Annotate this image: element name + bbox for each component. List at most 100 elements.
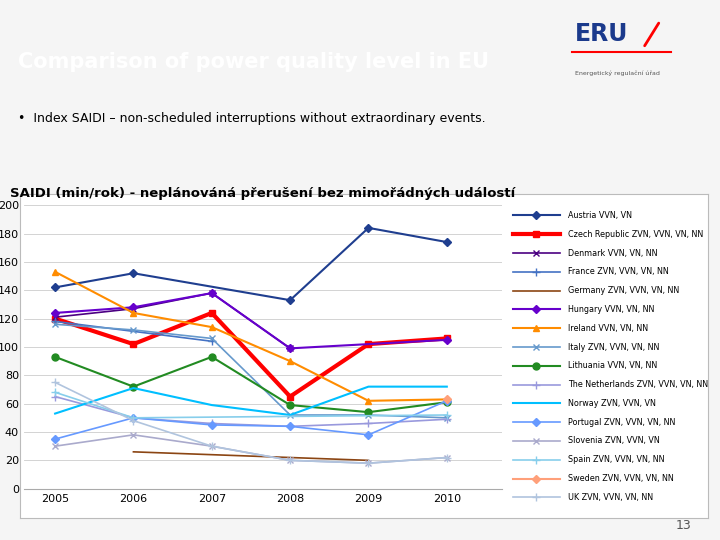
France ZVN, VVN, VN, NN [51,318,60,325]
Czech Republic ZVN, VVN, VN, NN [51,315,60,322]
Norway ZVN, VVN, VN [207,402,216,408]
Italy ZVN, VVN, VN, NN [51,321,60,327]
Text: Austria VVN, VN: Austria VVN, VN [567,211,631,220]
Slovenia ZVN, VVN, VN [207,443,216,449]
Line: Ireland VVN, VN, NN: Ireland VVN, VN, NN [52,268,450,404]
Hungary VVN, VN, NN [207,290,216,296]
UK ZVN, VVN, VN, NN [129,417,138,424]
Norway ZVN, VVN, VN [443,383,451,390]
Line: France ZVN, VVN, VN, NN: France ZVN, VVN, VN, NN [51,318,216,346]
Italy ZVN, VVN, VN, NN [364,411,373,418]
Text: Sweden ZVN, VVN, VN, NN: Sweden ZVN, VVN, VN, NN [567,474,673,483]
The Netherlands ZVN, VVN, VN, NN [51,393,60,400]
Czech Republic ZVN, VVN, VN, NN [129,341,138,347]
Line: Portugal ZVN, VVN, VN, NN: Portugal ZVN, VVN, VN, NN [53,398,449,442]
Line: Austria VVN, VN: Austria VVN, VN [53,225,449,303]
Ireland VVN, VN, NN [443,396,451,403]
UK ZVN, VVN, VN, NN [443,454,451,461]
Text: The Netherlands ZVN, VVN, VN, NN: The Netherlands ZVN, VVN, VN, NN [567,380,708,389]
Hungary VVN, VN, NN [51,310,60,316]
France ZVN, VVN, VN, NN [207,338,216,345]
Text: Portugal ZVN, VVN, VN, NN: Portugal ZVN, VVN, VN, NN [567,417,675,427]
Denmark VVN, VN, NN [129,306,138,312]
Line: Germany ZVN, VVN, VN, NN: Germany ZVN, VVN, VN, NN [133,452,369,460]
Germany ZVN, VVN, VN, NN [129,449,138,455]
Slovenia ZVN, VVN, VN [443,454,451,461]
Germany ZVN, VVN, VN, NN [364,457,373,463]
Slovenia ZVN, VVN, VN [286,457,294,463]
Text: Czech Republic ZVN, VVN, VN, NN: Czech Republic ZVN, VVN, VN, NN [567,230,703,239]
Austria VVN, VN [286,297,294,303]
Text: ERU: ERU [575,22,629,45]
Line: Spain ZVN, VVN, VN, NN: Spain ZVN, VVN, VN, NN [51,388,451,422]
UK ZVN, VVN, VN, NN [286,457,294,463]
Denmark VVN, VN, NN [286,345,294,352]
The Netherlands ZVN, VVN, VN, NN [129,415,138,421]
Portugal ZVN, VVN, VN, NN [364,431,373,438]
Lithuania VVN, VN, NN [207,354,216,360]
The Netherlands ZVN, VVN, VN, NN [364,420,373,427]
Italy ZVN, VVN, VN, NN [207,335,216,342]
UK ZVN, VVN, VN, NN [207,443,216,449]
Austria VVN, VN [129,270,138,276]
Portugal ZVN, VVN, VN, NN [443,397,451,404]
Line: Slovenia ZVN, VVN, VN: Slovenia ZVN, VVN, VN [52,431,450,467]
Title: SAIDI (min/rok) - neplánováná přerušení bez mimořádných událostí: SAIDI (min/rok) - neplánováná přerušení … [10,187,516,200]
Slovenia ZVN, VVN, VN [129,431,138,438]
Spain ZVN, VVN, VN, NN [51,389,60,395]
Lithuania VVN, VN, NN [443,399,451,406]
Lithuania VVN, VN, NN [129,383,138,390]
Text: Ireland VVN, VN, NN: Ireland VVN, VN, NN [567,323,648,333]
The Netherlands ZVN, VVN, VN, NN [443,416,451,422]
Spain ZVN, VVN, VN, NN [129,415,138,421]
Czech Republic ZVN, VVN, VN, NN [286,393,294,400]
Austria VVN, VN [364,225,373,231]
Text: Italy ZVN, VVN, VN, NN: Italy ZVN, VVN, VN, NN [567,342,659,352]
Hungary VVN, VN, NN [129,304,138,310]
UK ZVN, VVN, VN, NN [51,379,60,386]
The Netherlands ZVN, VVN, VN, NN [207,420,216,427]
Line: Italy ZVN, VVN, VN, NN: Italy ZVN, VVN, VN, NN [52,321,450,421]
Portugal ZVN, VVN, VN, NN [129,415,138,421]
Italy ZVN, VVN, VN, NN [443,415,451,421]
Line: Czech Republic ZVN, VVN, VN, NN: Czech Republic ZVN, VVN, VN, NN [52,309,450,400]
Text: Spain ZVN, VVN, VN, NN: Spain ZVN, VVN, VN, NN [567,455,664,464]
Italy ZVN, VVN, VN, NN [129,327,138,333]
Czech Republic ZVN, VVN, VN, NN [207,310,216,316]
Norway ZVN, VVN, VN [51,410,60,417]
Austria VVN, VN [51,284,60,291]
Denmark VVN, VN, NN [51,314,60,320]
Ireland VVN, VN, NN [51,268,60,275]
Lithuania VVN, VN, NN [364,409,373,415]
Text: 13: 13 [675,519,691,532]
Austria VVN, VN [443,239,451,245]
Portugal ZVN, VVN, VN, NN [207,422,216,428]
Text: Lithuania VVN, VN, NN: Lithuania VVN, VN, NN [567,361,657,370]
Line: The Netherlands ZVN, VVN, VN, NN: The Netherlands ZVN, VVN, VN, NN [51,393,451,430]
Ireland VVN, VN, NN [364,397,373,404]
Lithuania VVN, VN, NN [51,354,60,360]
Portugal ZVN, VVN, VN, NN [51,436,60,442]
Lithuania VVN, VN, NN [286,402,294,408]
Text: Energetický regulační úřad: Energetický regulační úřad [575,70,660,76]
Hungary VVN, VN, NN [286,345,294,352]
Text: Germany ZVN, VVN, VN, NN: Germany ZVN, VVN, VN, NN [567,286,679,295]
Norway ZVN, VVN, VN [129,385,138,392]
Portugal ZVN, VVN, VN, NN [286,423,294,430]
Text: Slovenia ZVN, VVN, VN: Slovenia ZVN, VVN, VN [567,436,660,446]
Slovenia ZVN, VVN, VN [364,460,373,467]
Denmark VVN, VN, NN [207,290,216,296]
Spain ZVN, VVN, VN, NN [443,411,451,418]
Ireland VVN, VN, NN [286,358,294,365]
Italy ZVN, VVN, VN, NN [286,411,294,418]
Line: UK ZVN, VVN, VN, NN: UK ZVN, VVN, VN, NN [51,378,451,467]
Line: Hungary VVN, VN, NN: Hungary VVN, VN, NN [53,291,449,351]
Ireland VVN, VN, NN [207,324,216,330]
Line: Lithuania VVN, VN, NN: Lithuania VVN, VN, NN [52,353,450,416]
Text: Norway ZVN, VVN, VN: Norway ZVN, VVN, VN [567,399,655,408]
Text: Comparison of power quality level in EU: Comparison of power quality level in EU [18,52,489,72]
Line: Denmark VVN, VN, NN: Denmark VVN, VN, NN [52,289,294,352]
UK ZVN, VVN, VN, NN [364,460,373,467]
Text: •  Index SAIDI – non-scheduled interruptions without extraordinary events.: • Index SAIDI – non-scheduled interrupti… [18,112,485,125]
Czech Republic ZVN, VVN, VN, NN [443,335,451,342]
